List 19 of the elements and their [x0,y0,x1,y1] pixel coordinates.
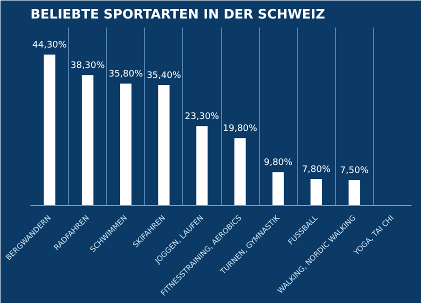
bar [82,75,94,206]
bar [120,84,132,206]
data-label: 35,40% [146,70,182,81]
bar [196,126,208,206]
data-label: 19,80% [222,124,258,134]
data-label: 35,80% [108,70,144,80]
bar [44,54,56,206]
data-label: 9,80% [264,158,293,168]
bar [310,178,322,206]
data-label: 7,80% [302,164,331,175]
bar [272,172,284,206]
data-label: 44,30% [32,40,68,51]
bar [234,138,246,206]
data-label: 38,30% [70,61,106,72]
chart-title: BELIEBTE SPORTARTEN IN DER SCHWEIZ [30,8,326,22]
data-label: 7,50% [340,166,370,176]
data-label: 23,30% [184,112,220,122]
bar [348,180,360,206]
bar [158,84,170,206]
